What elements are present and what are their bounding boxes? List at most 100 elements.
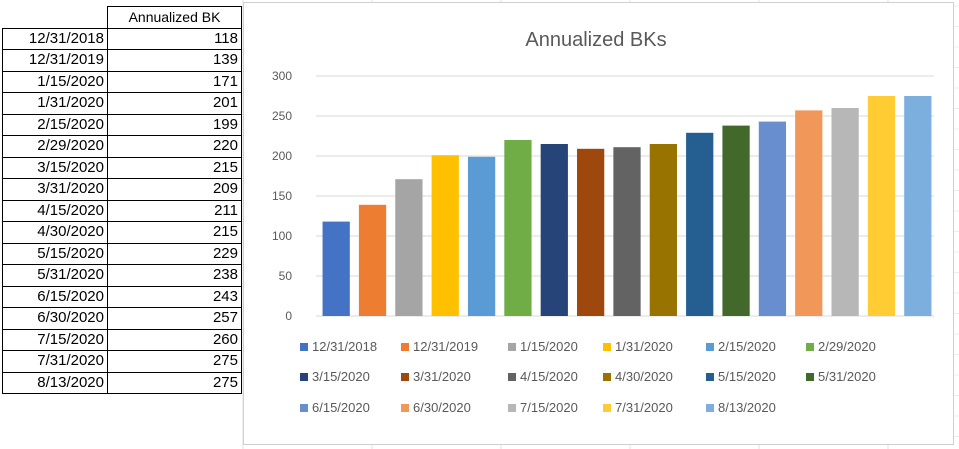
legend-label: 6/15/2020 <box>312 400 370 415</box>
value-cell[interactable]: 171 <box>107 70 242 93</box>
table-row: 3/31/2020 209 <box>2 178 242 201</box>
legend-swatch <box>603 343 611 351</box>
table-row: 7/31/2020 275 <box>2 350 242 373</box>
bar[interactable] <box>431 155 459 316</box>
bar[interactable] <box>467 156 496 316</box>
y-axis-ticks: 0 50 100 150 200 250 300 <box>272 69 292 323</box>
chart-canvas: Annualized BKs 0 50 100 150 200 250 300 12/31/… <box>272 29 934 415</box>
legend-swatch <box>603 404 611 412</box>
legend-label: 5/15/2020 <box>718 369 776 384</box>
table-row: 5/15/2020 229 <box>2 242 242 265</box>
date-cell[interactable]: 7/15/2020 <box>2 328 108 351</box>
legend-swatch <box>508 404 516 412</box>
legend-swatch <box>300 343 308 351</box>
table-row: 1/15/2020 171 <box>2 70 242 93</box>
y-tick-label: 0 <box>285 309 292 323</box>
bar[interactable] <box>395 179 423 316</box>
bar[interactable] <box>686 132 714 316</box>
bar[interactable] <box>577 148 605 316</box>
y-tick-label: 150 <box>272 189 292 203</box>
table-row: 2/15/2020 199 <box>2 113 242 136</box>
bar[interactable] <box>322 221 350 316</box>
value-cell[interactable]: 209 <box>107 178 242 201</box>
bar[interactable] <box>795 110 823 317</box>
date-cell[interactable]: 1/31/2020 <box>2 92 108 115</box>
value-cell[interactable]: 229 <box>107 242 242 265</box>
value-cell[interactable]: 260 <box>107 328 242 351</box>
legend-swatch <box>401 343 409 351</box>
date-cell[interactable]: 12/31/2018 <box>2 27 108 50</box>
bar[interactable] <box>649 144 677 316</box>
bars <box>322 96 932 317</box>
value-cell[interactable]: 243 <box>107 285 242 308</box>
legend-swatch <box>300 373 308 381</box>
y-tick-label: 200 <box>272 149 292 163</box>
legend-swatch <box>508 373 516 381</box>
table-row: 1/31/2020 201 <box>2 92 242 115</box>
legend-label: 4/30/2020 <box>615 369 673 384</box>
data-table: Annualized BK 12/31/2018 118 12/31/2019 139… <box>2 6 242 394</box>
bar[interactable] <box>867 96 896 316</box>
header-blank-cell[interactable] <box>2 6 108 29</box>
value-cell[interactable]: 215 <box>107 156 242 179</box>
value-cell[interactable]: 139 <box>107 49 242 72</box>
bar[interactable] <box>504 140 532 316</box>
date-cell[interactable]: 2/15/2020 <box>2 113 108 136</box>
chart[interactable]: Annualized BKs 0 50 100 150 200 250 300 12/31/… <box>243 2 954 445</box>
date-cell[interactable]: 4/15/2020 <box>2 199 108 222</box>
bar[interactable] <box>831 108 859 316</box>
legend-swatch <box>706 373 714 381</box>
legend-label: 4/15/2020 <box>520 369 578 384</box>
y-tick-label: 50 <box>279 269 293 283</box>
value-cell[interactable]: 220 <box>107 135 242 158</box>
table-row: 4/15/2020 211 <box>2 199 242 222</box>
date-cell[interactable]: 12/31/2019 <box>2 49 108 72</box>
value-cell[interactable]: 199 <box>107 113 242 136</box>
table-row: 5/31/2020 238 <box>2 264 242 287</box>
bar[interactable] <box>358 204 387 316</box>
date-cell[interactable]: 6/30/2020 <box>2 307 108 330</box>
legend-label: 12/31/2019 <box>413 339 478 354</box>
bar[interactable] <box>613 147 641 316</box>
date-cell[interactable]: 5/15/2020 <box>2 242 108 265</box>
date-cell[interactable]: 8/13/2020 <box>2 371 108 394</box>
table-row: 6/15/2020 243 <box>2 285 242 308</box>
date-cell[interactable]: 6/15/2020 <box>2 285 108 308</box>
date-cell[interactable]: 3/31/2020 <box>2 178 108 201</box>
table-header-row: Annualized BK <box>2 6 242 29</box>
legend-label: 6/30/2020 <box>413 400 471 415</box>
bar[interactable] <box>722 125 750 316</box>
legend-swatch <box>508 343 516 351</box>
value-cell[interactable]: 215 <box>107 221 242 244</box>
bar[interactable] <box>758 121 787 316</box>
date-cell[interactable]: 5/31/2020 <box>2 264 108 287</box>
legend-swatch <box>603 373 611 381</box>
legend-swatch <box>401 373 409 381</box>
legend-swatch <box>300 404 308 412</box>
value-cell[interactable]: 238 <box>107 264 242 287</box>
legend-label: 1/31/2020 <box>615 339 673 354</box>
legend-label: 3/15/2020 <box>312 369 370 384</box>
date-cell[interactable]: 7/31/2020 <box>2 350 108 373</box>
value-cell[interactable]: 275 <box>107 350 242 373</box>
legend-swatch <box>401 404 409 412</box>
bar[interactable] <box>904 96 932 316</box>
bar[interactable] <box>540 144 568 316</box>
table-row: 2/29/2020 220 <box>2 135 242 158</box>
value-cell[interactable]: 211 <box>107 199 242 222</box>
date-cell[interactable]: 2/29/2020 <box>2 135 108 158</box>
table-row: 7/15/2020 260 <box>2 328 242 351</box>
date-cell[interactable]: 3/15/2020 <box>2 156 108 179</box>
legend-label: 12/31/2018 <box>312 339 377 354</box>
value-cell[interactable]: 118 <box>107 27 242 50</box>
table-row: 3/15/2020 215 <box>2 156 242 179</box>
chart-title: Annualized BKs <box>525 29 666 51</box>
value-cell[interactable]: 201 <box>107 92 242 115</box>
date-cell[interactable]: 1/15/2020 <box>2 70 108 93</box>
legend-label: 2/29/2020 <box>818 339 876 354</box>
value-cell[interactable]: 275 <box>107 371 242 394</box>
header-annualized-bk[interactable]: Annualized BK <box>107 6 242 29</box>
date-cell[interactable]: 4/30/2020 <box>2 221 108 244</box>
y-tick-label: 300 <box>272 69 292 83</box>
value-cell[interactable]: 257 <box>107 307 242 330</box>
